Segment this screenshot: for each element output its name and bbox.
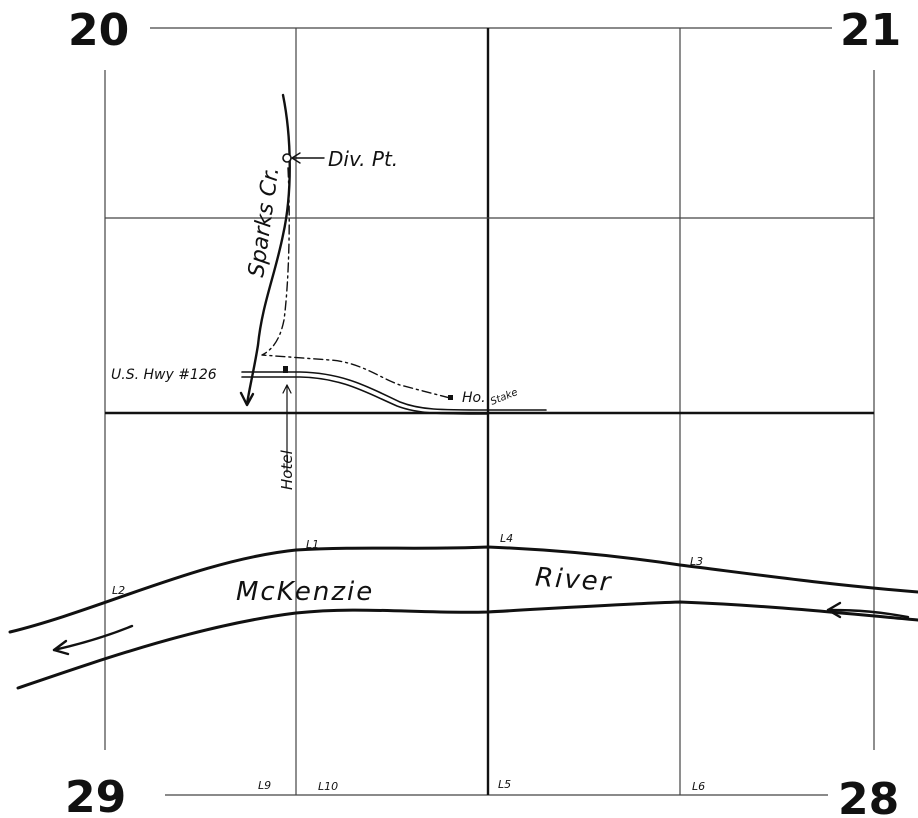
hotel-label: Hotel [278, 449, 296, 490]
river-flow-arrow-west [52, 624, 134, 652]
highway-label: U.S. Hwy #126 [111, 367, 217, 383]
lot-label-10: L10 [318, 780, 338, 793]
lot-label-6: L6 [692, 780, 705, 793]
lot-label-1: L1 [306, 538, 319, 551]
river-label-mckenzie: McKenzie [236, 577, 374, 607]
corner-number-nw: 20 [68, 5, 129, 56]
lot-label-9: L9 [258, 779, 271, 792]
diversion-point-marker [282, 153, 292, 163]
corner-number-se: 28 [838, 774, 899, 818]
river-south-bank [16, 600, 918, 690]
lot-label-2: L2 [112, 584, 125, 597]
ditch-line [261, 167, 451, 399]
river-flow-arrowhead-east [826, 601, 842, 619]
corner-number-sw: 29 [65, 772, 126, 818]
river-flow-arrow-east [826, 608, 910, 619]
creek-label: Sparks Cr. [244, 165, 284, 278]
diversion-point-label: Div. Pt. [328, 147, 398, 171]
lot-label-3: L3 [690, 555, 703, 568]
river-label-river: River [534, 563, 614, 598]
hotel-marker [283, 366, 288, 373]
river-north-bank [8, 545, 918, 634]
creek-flow-arrow [239, 391, 255, 407]
stake-label: Stake [489, 387, 519, 408]
corner-number-ne: 21 [840, 5, 901, 56]
river-flow-arrowhead-west [52, 639, 70, 656]
lot-label-4: L4 [500, 532, 513, 545]
section-grid [104, 27, 875, 796]
highway-edge-north [241, 371, 489, 411]
house-marker [448, 395, 453, 400]
house-label: Ho. [462, 390, 486, 406]
lot-label-5: L5 [498, 778, 511, 791]
highway-edge-south [241, 376, 489, 415]
hotel-arrowhead [282, 384, 292, 394]
diversion-point-arrowhead [291, 152, 301, 164]
